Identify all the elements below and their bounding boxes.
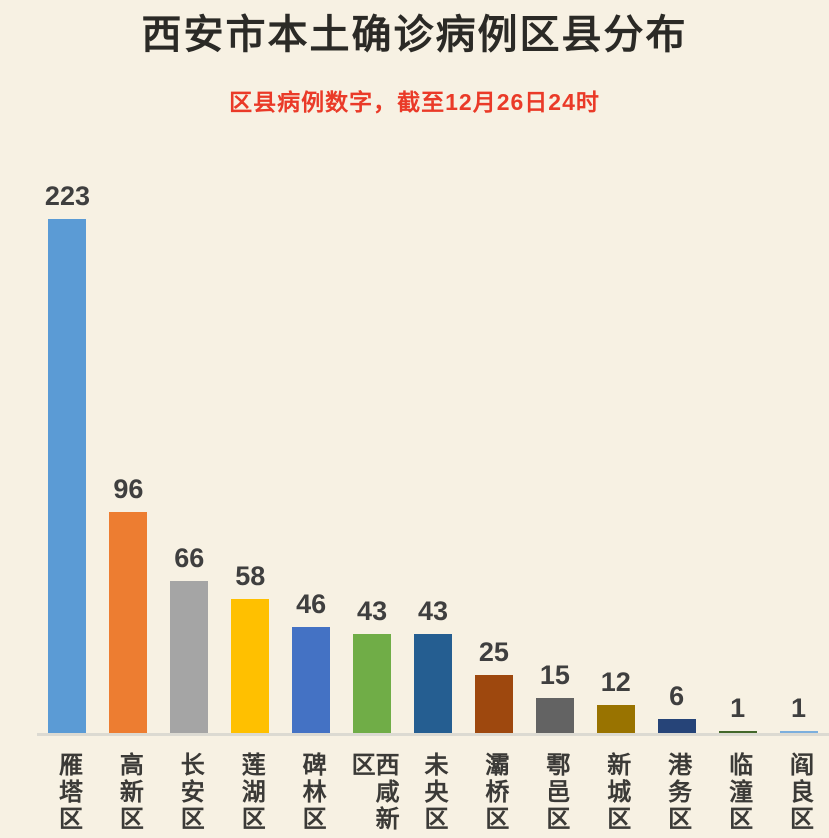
bar-value-label: 66 (174, 542, 205, 573)
bar (718, 730, 757, 733)
category-label: 高新区 (115, 752, 143, 833)
bar-value-label: 223 (44, 181, 90, 211)
bar-column: 12 (585, 140, 646, 733)
bar (292, 626, 331, 733)
category-column: 灞桥区 (463, 752, 524, 838)
category-label: 临潼区 (724, 752, 752, 833)
category-column: 阎良区 (768, 752, 829, 838)
category-label: 港务区 (663, 752, 691, 833)
category-label: 碑林区 (298, 752, 326, 833)
bar-column: 1 (768, 140, 829, 733)
bar (474, 675, 513, 733)
bar-value-label: 43 (357, 595, 388, 626)
bar-column: 96 (98, 140, 159, 733)
category-label: 灞桥区 (480, 752, 508, 833)
bar-column: 223 (37, 140, 98, 733)
category-label: 新城区 (602, 752, 630, 833)
category-label: 未央区 (419, 752, 447, 833)
category-labels-row: 雁塔区 高新区 长安区 莲湖区 碑林区 西咸新区 未央区 灞桥区 鄠邑区 新城区 港务区 临潼区 阎良区 (37, 752, 829, 838)
bars-row: 223 96 66 58 46 43 43 25 15 12 6 1 1 (37, 140, 829, 733)
category-label: 莲湖区 (237, 752, 265, 833)
bar-value-label: 12 (600, 667, 631, 698)
bar-value-label: 46 (296, 588, 327, 619)
bar-value-label: 96 (113, 473, 144, 504)
bar (231, 599, 270, 733)
bar-column: 43 (342, 140, 403, 733)
bar-column: 58 (220, 140, 281, 733)
category-column: 长安区 (159, 752, 220, 838)
bar-column: 43 (403, 140, 464, 733)
bar-value-label: 58 (235, 561, 266, 592)
bar (779, 730, 818, 733)
category-column: 未央区 (403, 752, 464, 838)
category-column: 莲湖区 (220, 752, 281, 838)
bar (48, 219, 87, 733)
bar-column: 1 (707, 140, 768, 733)
bar-value-label: 43 (417, 595, 449, 626)
x-axis-line (37, 733, 829, 736)
category-label: 阎良区 (785, 752, 813, 833)
bar-value-label: 6 (669, 681, 685, 712)
bar (596, 705, 635, 733)
bar-value-label: 1 (730, 692, 746, 723)
bar-value-label: 15 (539, 660, 570, 691)
category-label: 雁塔区 (54, 752, 82, 833)
category-column: 临潼区 (707, 752, 768, 838)
bar-column: 46 (281, 140, 342, 733)
bar-column: 6 (646, 140, 707, 733)
chart-subtitle: 区县病例数字，截至12月26日24时 (229, 89, 600, 115)
bar (413, 633, 452, 733)
bar-column: 25 (463, 140, 524, 733)
category-column: 雁塔区 (37, 752, 98, 838)
category-column: 高新区 (98, 752, 159, 838)
category-label: 鄠邑区 (541, 752, 569, 833)
category-column: 西咸新区 (342, 752, 403, 838)
category-column: 新城区 (585, 752, 646, 838)
bar-column: 15 (524, 140, 585, 733)
bar-value-label: 1 (791, 692, 807, 723)
category-label: 长安区 (176, 752, 204, 833)
category-label: 西咸新区 (347, 752, 399, 833)
bar (109, 511, 148, 733)
chart-title: 西安市本土确诊病例区县分布 (141, 13, 688, 57)
bar (170, 580, 209, 733)
bar (535, 698, 574, 733)
bar-value-label: 25 (478, 637, 509, 668)
category-column: 碑林区 (281, 752, 342, 838)
bar (353, 633, 392, 733)
bar (657, 719, 696, 733)
category-column: 港务区 (646, 752, 707, 838)
category-column: 鄠邑区 (524, 752, 585, 838)
bar-column: 66 (159, 140, 220, 733)
